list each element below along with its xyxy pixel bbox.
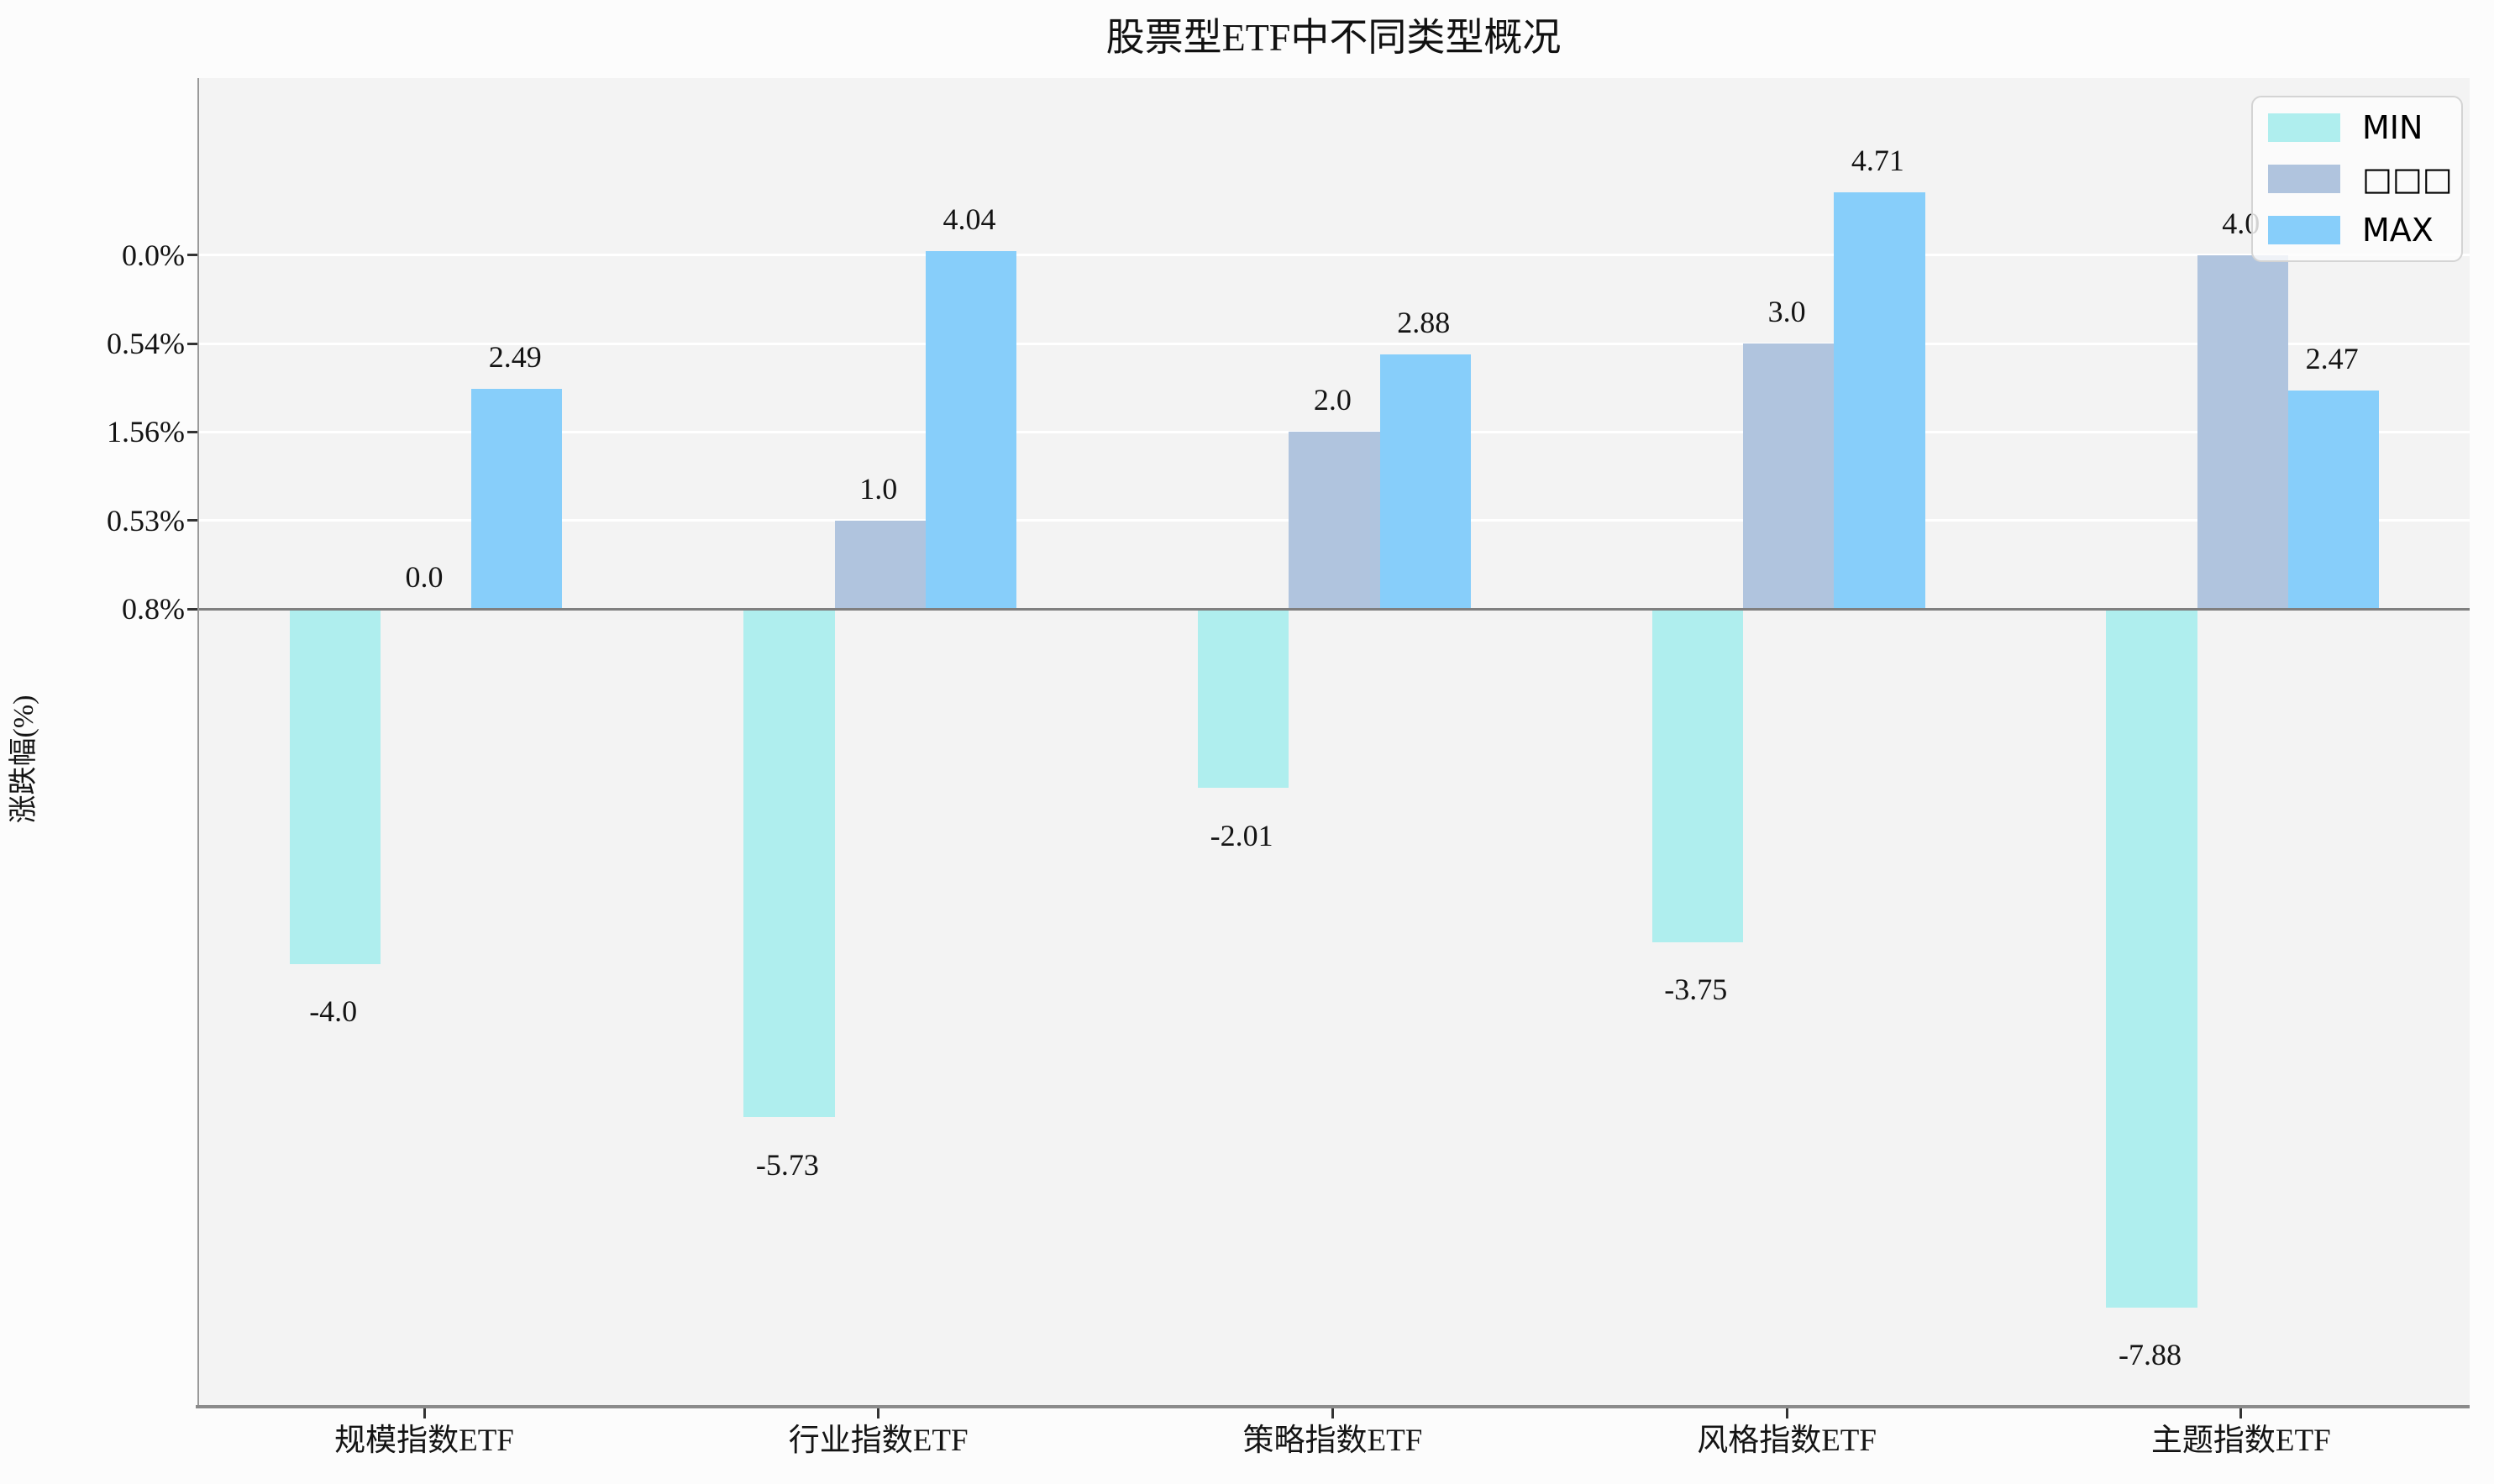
bar-min xyxy=(1197,610,1289,789)
y-tick-mark xyxy=(187,254,197,257)
bar-min xyxy=(1651,610,1743,942)
zero-line xyxy=(199,607,2470,611)
legend-label-max: MAX xyxy=(2362,212,2434,249)
bar-min xyxy=(289,610,381,964)
bar-median xyxy=(2197,254,2288,609)
y-tick-label: 0.0% xyxy=(122,238,185,272)
x-tick-mark xyxy=(1331,1408,1334,1418)
value-label: -3.75 xyxy=(1664,973,1728,1006)
x-tick-mark xyxy=(877,1408,880,1418)
x-tick-mark xyxy=(423,1408,426,1418)
value-label: -2.01 xyxy=(1210,818,1273,852)
value-label: 2.49 xyxy=(488,339,542,374)
value-label: 2.0 xyxy=(1313,383,1352,417)
bar-min xyxy=(2106,610,2197,1308)
legend-item-median: □□□ xyxy=(2268,160,2453,197)
y-axis-label: 涨跌幅(%) xyxy=(8,695,39,824)
bar-max xyxy=(1834,191,1925,609)
value-label: 4.71 xyxy=(1851,143,1904,177)
value-label: 2.88 xyxy=(1397,305,1451,339)
chart-title: 股票型ETF中不同类型概况 xyxy=(1105,16,1562,59)
value-label: -7.88 xyxy=(2119,1338,2182,1372)
y-tick-mark xyxy=(187,519,197,522)
plot-area xyxy=(197,78,2470,1405)
bar-median xyxy=(834,520,926,609)
x-tick-label-4: 主题指数ETF xyxy=(2150,1424,2331,1458)
bar-max xyxy=(925,251,1017,609)
value-label: 0.0 xyxy=(405,560,444,594)
y-tick-label: 0.54% xyxy=(107,327,185,360)
value-label: -5.73 xyxy=(755,1147,819,1182)
x-tick-label-2: 策略指数ETF xyxy=(1242,1424,1423,1458)
bar-max xyxy=(471,388,563,609)
bar-min xyxy=(743,610,835,1118)
legend-label-median: □□□ xyxy=(2362,160,2453,197)
y-tick-label: 0.53% xyxy=(107,503,185,537)
legend-item-max: MAX xyxy=(2268,212,2446,249)
legend-label-min: MIN xyxy=(2362,109,2423,146)
y-tick-mark xyxy=(187,607,197,611)
x-axis-spine xyxy=(196,1405,2470,1408)
legend-item-min: MIN xyxy=(2268,109,2446,146)
bar-max xyxy=(2287,390,2380,609)
gridline xyxy=(199,254,2470,257)
x-tick-label-3: 风格指数ETF xyxy=(1697,1424,1877,1458)
y-tick-mark xyxy=(187,342,197,345)
bar-median xyxy=(1742,343,1835,609)
bar-median xyxy=(1289,432,1380,609)
value-label: -4.0 xyxy=(309,994,358,1029)
y-tick-label: 0.8% xyxy=(122,592,185,626)
value-label: 4.04 xyxy=(942,202,996,237)
x-tick-label-0: 规模指数ETF xyxy=(334,1424,514,1458)
y-tick-label: 1.56% xyxy=(107,415,185,449)
x-tick-mark xyxy=(2239,1408,2243,1418)
legend-swatch-max xyxy=(2268,216,2340,244)
legend-swatch-min xyxy=(2268,113,2340,142)
x-tick-mark xyxy=(1785,1408,1788,1418)
gridline xyxy=(199,342,2470,345)
x-tick-label-1: 行业指数ETF xyxy=(788,1424,969,1458)
value-label: 2.47 xyxy=(2305,341,2359,375)
legend: MIN □□□ MAX xyxy=(2251,96,2463,262)
y-tick-mark xyxy=(187,430,197,433)
value-label: 3.0 xyxy=(1767,295,1806,328)
bar-max xyxy=(1379,354,1471,609)
value-label: 1.0 xyxy=(859,471,898,506)
legend-swatch-median xyxy=(2268,165,2340,193)
